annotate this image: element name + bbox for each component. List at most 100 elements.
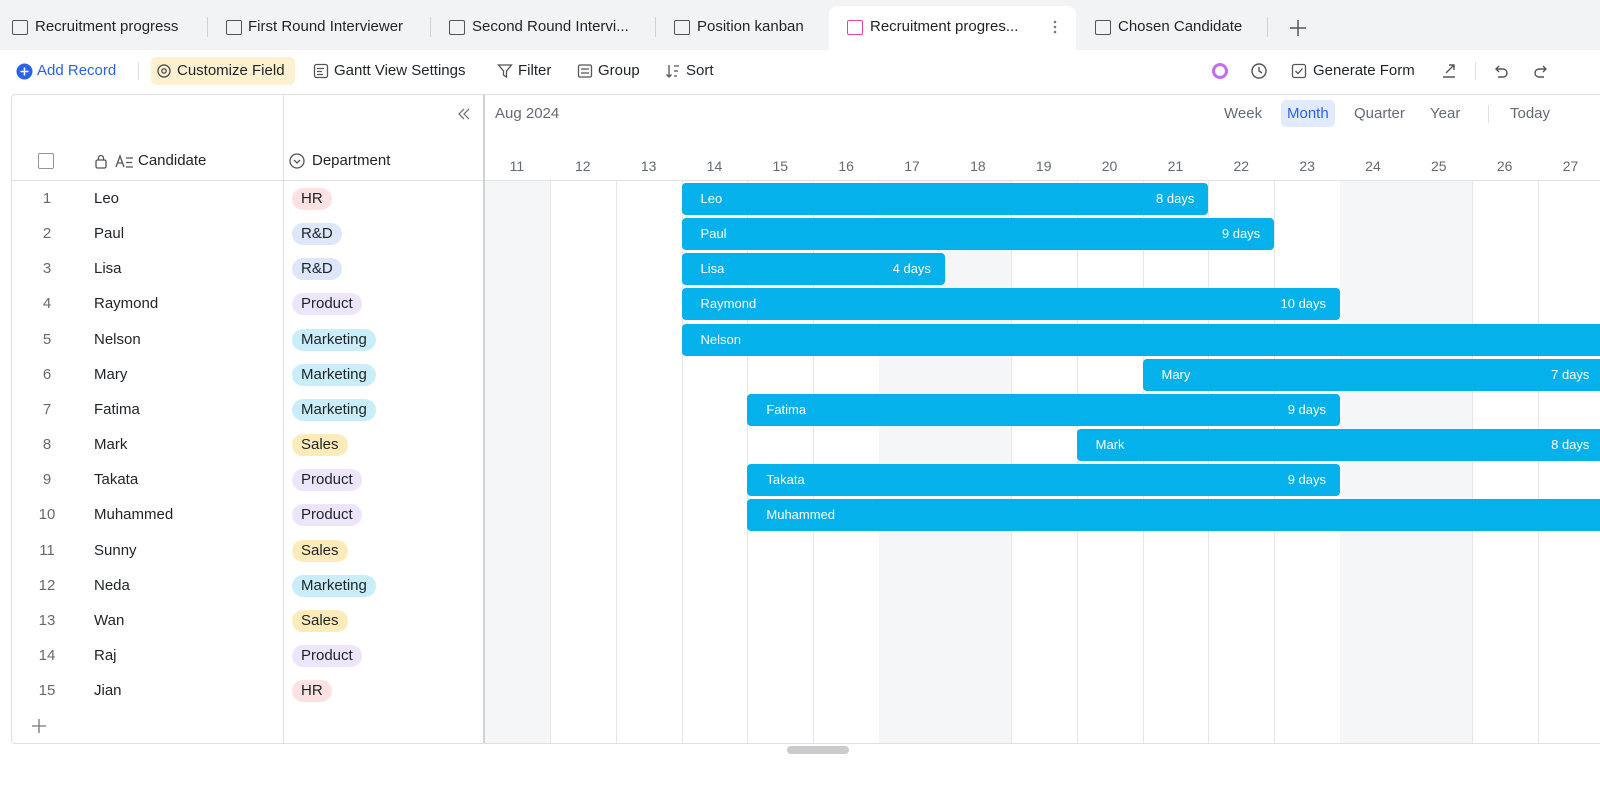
collapse-icon[interactable] <box>456 106 472 122</box>
gantt-bar[interactable]: Muhammed <box>747 499 1600 532</box>
day-label: 12 <box>574 158 591 174</box>
view-option[interactable]: Year <box>1430 105 1461 122</box>
department-tag: Marketing <box>292 363 376 386</box>
candidate-name[interactable]: Sunny <box>94 541 137 559</box>
view-option[interactable]: Month <box>1287 105 1329 122</box>
bar-duration: 10 days <box>1280 296 1327 312</box>
bar-label: Nelson <box>700 331 742 347</box>
department-tag: Product <box>292 504 362 527</box>
day-label: 19 <box>1035 158 1052 174</box>
department-tag: Product <box>292 644 362 667</box>
candidate-name[interactable]: Raymond <box>94 295 159 313</box>
row-number: 11 <box>39 541 55 559</box>
ai-icon[interactable] <box>1211 62 1229 80</box>
department-tag: Sales <box>292 434 348 457</box>
candidate-name[interactable]: Muhammed <box>94 506 174 524</box>
candidate-name[interactable]: Nelson <box>94 330 141 348</box>
candidate-name[interactable]: Fatima <box>94 400 140 418</box>
tab-menu-icon[interactable] <box>1051 19 1059 35</box>
sort[interactable]: Sort <box>686 62 714 79</box>
gantt-bar[interactable]: Leo 8 days <box>681 183 1209 215</box>
tab-separator <box>207 17 208 37</box>
add-tab-icon[interactable] <box>1288 18 1308 38</box>
row-number: 15 <box>38 682 56 700</box>
column-header[interactable]: Candidate <box>138 152 207 169</box>
grid-line <box>747 181 749 743</box>
candidate-name[interactable]: Wan <box>94 611 125 629</box>
day-label: 25 <box>1431 158 1447 174</box>
day-label: 17 <box>904 158 920 174</box>
today[interactable]: Today <box>1510 105 1551 122</box>
undo-icon[interactable] <box>1492 62 1510 80</box>
bar-label: Mary <box>1161 366 1191 382</box>
filter[interactable]: Filter <box>518 62 552 79</box>
scrollbar[interactable] <box>787 746 849 754</box>
bar-label: Takata <box>766 472 805 488</box>
column-header[interactable]: Department <box>312 152 391 169</box>
tab-icon <box>1095 20 1111 35</box>
gantt-bar[interactable]: Paul 9 days <box>681 218 1275 251</box>
candidate-name[interactable]: Lisa <box>94 260 122 278</box>
weekend-shade <box>1340 181 1406 743</box>
view-active-bg <box>1281 100 1335 127</box>
candidate-name[interactable]: Raj <box>94 646 117 664</box>
tab[interactable]: Recruitment progress <box>35 18 179 35</box>
bar-duration: 9 days <box>1287 472 1327 488</box>
group[interactable]: Group <box>598 62 640 79</box>
candidate-name[interactable]: Jian <box>94 682 122 700</box>
department-tag: Sales <box>292 609 348 632</box>
bar-duration: 7 days <box>1551 366 1590 382</box>
view-option[interactable]: Week <box>1224 105 1263 122</box>
tab[interactable]: Second Round Intervi... <box>472 18 629 35</box>
add-record[interactable]: Add Record <box>37 62 117 79</box>
divider <box>1488 105 1489 123</box>
gantt-settings[interactable]: Gantt View Settings <box>334 62 466 79</box>
day-label: 14 <box>706 158 723 174</box>
grid-line <box>1076 181 1078 743</box>
history-icon[interactable] <box>1250 62 1268 80</box>
candidate-name[interactable]: Takata <box>94 471 139 489</box>
share-icon[interactable] <box>1440 62 1458 80</box>
gantt-bar[interactable]: Mark 8 days <box>1076 429 1600 462</box>
weekend-shade <box>944 181 1011 743</box>
tab[interactable]: First Round Interviewer <box>248 18 404 35</box>
sort-icon <box>666 65 679 78</box>
customize-field[interactable]: Customize Field <box>177 62 285 79</box>
gantt-bar[interactable]: Fatima 9 days <box>747 393 1341 426</box>
gantt-bar[interactable]: Raymond 10 days <box>681 288 1341 321</box>
tab-icon <box>449 20 465 35</box>
generate-form[interactable]: Generate Form <box>1313 62 1415 79</box>
add-row[interactable] <box>31 718 47 734</box>
bar-duration: 9 days <box>1221 226 1261 242</box>
bar-duration: 8 days <box>1156 191 1195 206</box>
gantt-bar[interactable]: Nelson <box>681 323 1600 356</box>
gantt-bar[interactable]: Lisa 4 days <box>681 253 945 286</box>
gantt-bar[interactable]: Mary 7 days <box>1142 358 1600 391</box>
customize-bg <box>151 57 295 85</box>
gantt-bar[interactable]: Takata 9 days <box>747 464 1341 497</box>
gantt-area: Aug 2024 Week Month Quarter Year Today 11 12 13 1… <box>484 95 1600 743</box>
candidate-name[interactable]: Neda <box>94 576 130 594</box>
department-tag: Product <box>292 293 362 316</box>
candidate-name[interactable]: Leo <box>94 190 120 207</box>
candidate-name[interactable]: Paul <box>94 225 125 243</box>
candidate-name[interactable]: Mark <box>94 436 128 454</box>
tab-separator <box>655 17 656 37</box>
tab[interactable]: Recruitment progres... <box>870 18 1019 35</box>
day-label: 16 <box>838 158 854 174</box>
select-all[interactable] <box>38 153 54 169</box>
row-number: 6 <box>42 365 52 383</box>
bar-label: Paul <box>700 226 727 242</box>
row-number: 9 <box>42 471 52 489</box>
grid-line <box>615 181 617 743</box>
tab[interactable]: Position kanban <box>697 18 804 35</box>
add-icon[interactable] <box>16 63 33 80</box>
view-option[interactable]: Quarter <box>1354 105 1405 122</box>
day-label: 18 <box>970 158 986 174</box>
tab[interactable]: Chosen Candidate <box>1118 18 1243 35</box>
redo-icon[interactable] <box>1532 62 1550 80</box>
department-tag: Sales <box>292 539 348 562</box>
col-divider <box>283 95 284 743</box>
candidate-name[interactable]: Mary <box>94 365 128 383</box>
bar-label: Muhammed <box>766 507 836 523</box>
